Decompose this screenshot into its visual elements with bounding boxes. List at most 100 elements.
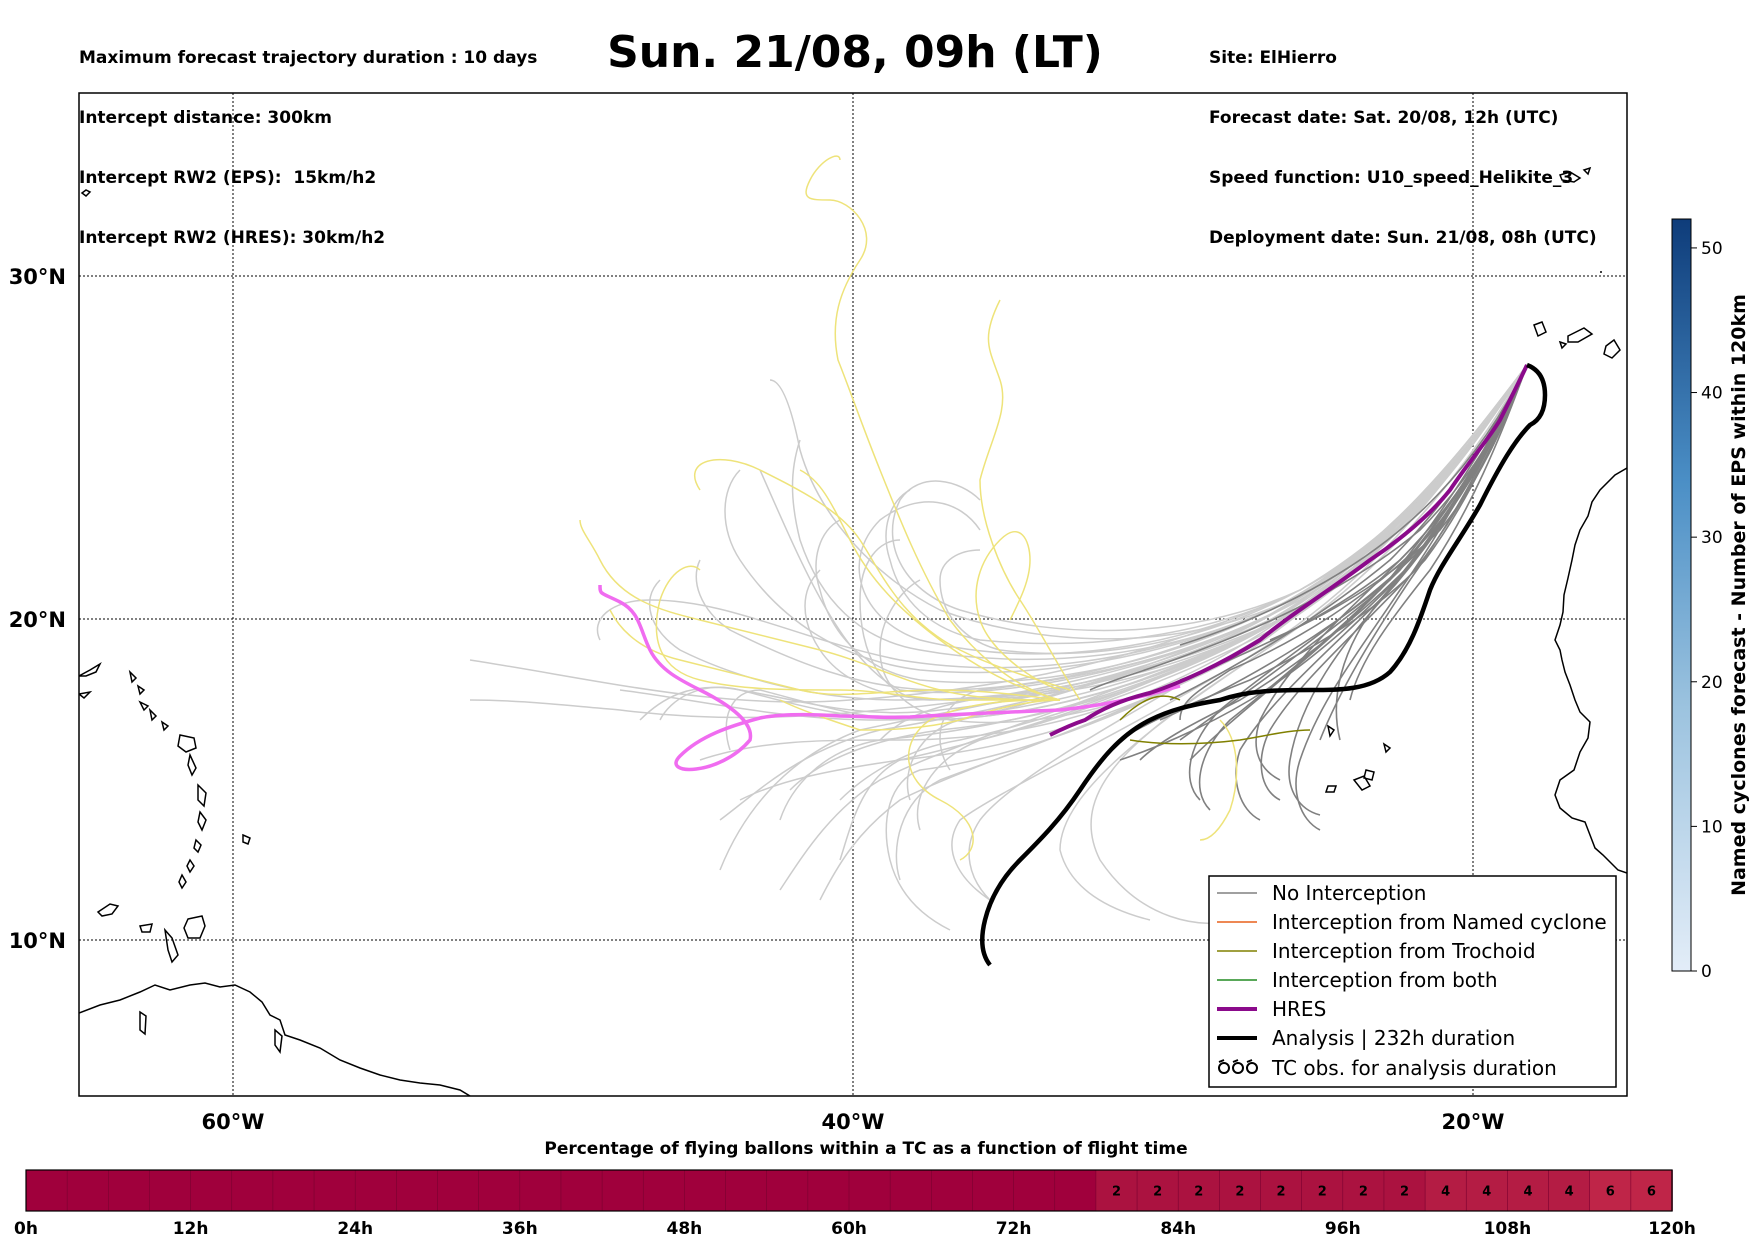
strip-cell-value: 4 (1441, 1185, 1450, 1200)
strip-cell (354, 1169, 398, 1212)
strip-cell (601, 1169, 645, 1212)
no-interception-track (1260, 364, 1528, 801)
eps-track (596, 364, 1528, 669)
strip-cell-value: 2 (1359, 1185, 1368, 1200)
no-interception-track (1198, 364, 1528, 811)
lesser-antilles-7 (178, 873, 187, 890)
strip-cell-value: 2 (1235, 1185, 1244, 1200)
strip-cell (437, 1169, 480, 1212)
trochoid-track (1129, 729, 1311, 745)
eps-track (649, 364, 1528, 701)
strip-cell (396, 1169, 439, 1212)
yellow-track (1199, 719, 1238, 841)
strip-cell (1465, 1169, 1509, 1212)
colorbar-tick-label: 30 (1701, 528, 1723, 548)
strip-cell (560, 1169, 603, 1212)
virgin-islands (79, 662, 170, 732)
yellow-trajectories (579, 155, 1238, 861)
island-small-3 (163, 927, 179, 964)
eps-track (1059, 364, 1528, 921)
strip-cells: 2 2 2 2 2 2 2 2 4 4 4 4 6 6 (25, 1169, 1673, 1212)
strip-cell-value: 2 (1400, 1185, 1409, 1200)
colorbar-tick-label: 20 (1701, 673, 1723, 693)
strip-cell (1136, 1169, 1180, 1212)
strip-cell (149, 1169, 192, 1212)
strip-cell-value: 4 (1565, 1185, 1574, 1200)
strip-cell (684, 1169, 727, 1212)
hres-track (1049, 364, 1529, 737)
colorbar-tick-label: 10 (1701, 817, 1723, 837)
strip-cell (66, 1169, 110, 1212)
south-america-coast (79, 982, 471, 1096)
strip-title: Percentage of flying ballons within a TC… (544, 1139, 1187, 1159)
strip-cell (972, 1169, 1015, 1212)
yellow-track (799, 469, 1061, 701)
lesser-antilles-6 (186, 858, 195, 874)
header-line: Site: ElHierro (1209, 48, 1337, 68)
yellow-track (975, 531, 1061, 691)
trochoid-interception-tracks (1119, 695, 1311, 745)
eps-track (469, 364, 1528, 703)
legend-label: Interception from both (1272, 968, 1498, 992)
eps-track (916, 364, 1528, 831)
lesser-antilles-8 (242, 833, 251, 845)
eps-track (815, 364, 1528, 684)
map-area (79, 93, 1627, 1096)
strip-cell-value: 2 (1277, 1185, 1286, 1200)
strip-cell-value: 2 (1194, 1185, 1203, 1200)
strip-cell (725, 1169, 768, 1212)
island-small-4 (139, 1010, 147, 1036)
header-line: Deployment date: Sun. 21/08, 08h (UTC) (1209, 228, 1597, 248)
lat-label-10n: 10°N (9, 929, 66, 953)
lon-label-60w: 60°W (202, 1110, 265, 1134)
legend: No Interception Interception from Named … (1208, 875, 1617, 1088)
strip-cell (313, 1169, 356, 1212)
strip-cell (807, 1169, 850, 1212)
no-interception-track (1349, 364, 1528, 701)
azores-madeira (1558, 166, 1602, 273)
map-frame (78, 92, 1628, 1097)
island-small-5 (274, 1028, 283, 1054)
strip-cell (108, 1169, 151, 1212)
header-line: Speed function: U10_speed_Helikite_3 (1209, 168, 1574, 188)
header-line: Maximum forecast trajectory duration : 1… (79, 48, 538, 68)
eps-track (939, 364, 1528, 655)
legend-label: TC obs. for analysis duration (1271, 1056, 1557, 1080)
page-title: Sun. 21/08, 09h (LT) (607, 27, 1103, 78)
yellow-track (655, 565, 1060, 701)
colorbar-ticks: 0 10 20 30 40 50 (1691, 239, 1723, 982)
strip-tick-label: 120h (1648, 1219, 1696, 1239)
strip-cell (519, 1169, 562, 1212)
yellow-track (579, 519, 1061, 701)
yellow-track (907, 699, 1061, 861)
island-small-2 (139, 923, 154, 933)
strip-cell (848, 1169, 891, 1212)
lat-label-20n: 20°N (9, 608, 66, 632)
strip-cell-value: 4 (1523, 1185, 1532, 1200)
lon-label-20w: 20°W (1442, 1110, 1505, 1134)
legend-label: Interception from Named cyclone (1272, 910, 1607, 934)
header-line: Intercept RW2 (HRES): 30km/h2 (79, 228, 386, 248)
canary-islands (1533, 321, 1621, 359)
strip-cell (1589, 1169, 1632, 1212)
strip-cell (190, 1169, 233, 1212)
strip-cell (1342, 1169, 1385, 1212)
africa-coast (1554, 467, 1627, 874)
strip-cell (478, 1169, 521, 1212)
cape-verde-islands (1324, 724, 1392, 793)
strip-cell (1095, 1169, 1138, 1212)
time-strip: Percentage of flying ballons within a TC… (14, 1139, 1696, 1239)
strip-cell (642, 1169, 686, 1212)
colorbar-gradient (1671, 218, 1692, 972)
strip-cell-value: 6 (1606, 1185, 1615, 1200)
strip-tick-label: 108h (1484, 1219, 1532, 1239)
yellow-track (693, 458, 1071, 691)
strip-cell (889, 1169, 933, 1212)
strip-tick-label: 48h (667, 1219, 703, 1239)
no-interception-track (1119, 364, 1528, 761)
eps-track (659, 364, 1528, 721)
lesser-antilles-5 (193, 838, 202, 854)
trochoid-track (1119, 695, 1181, 721)
coastlines (79, 166, 1627, 1096)
